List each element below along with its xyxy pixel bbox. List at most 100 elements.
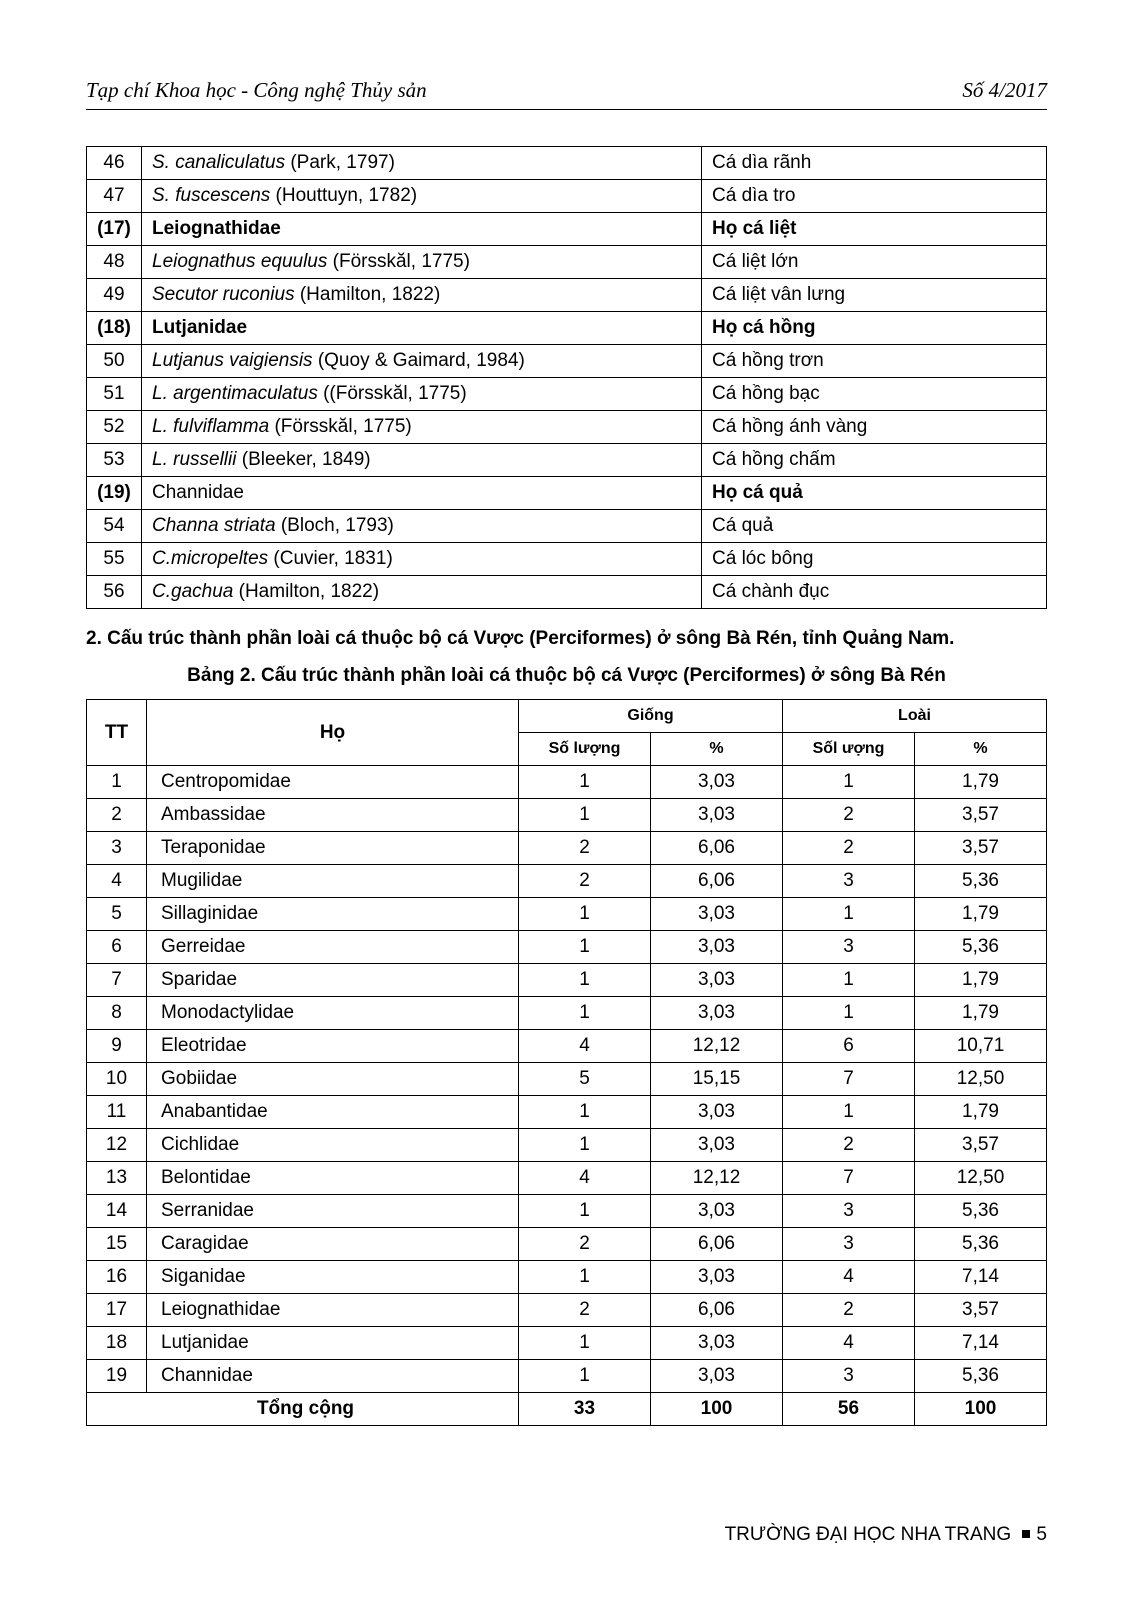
sci-name: L. fulviflamma (Försskăl, 1775) [142,411,702,444]
sci-name: C.gachua (Hamilton, 1822) [142,576,702,609]
th-tt: TT [87,700,147,766]
row-num: 55 [87,543,142,576]
vn-name: Cá chành đục [702,576,1047,609]
cell-species-count: 2 [783,1294,915,1327]
cell-tt: 17 [87,1294,147,1327]
cell-family: Cichlidae [147,1129,519,1162]
cell-genus-pct: 3,03 [651,898,783,931]
cell-genus-pct: 3,03 [651,1360,783,1393]
cell-tt: 15 [87,1228,147,1261]
table-row: 16Siganidae13,0347,14 [87,1261,1047,1294]
footer-school: TRƯỜNG ĐẠI HỌC NHA TRANG [725,1524,1012,1545]
cell-genus-count: 1 [519,1195,651,1228]
table-row: 54Channa striata (Bloch, 1793)Cá quả [87,510,1047,543]
row-num: (18) [87,312,142,345]
sci-name: C.micropeltes (Cuvier, 1831) [142,543,702,576]
cell-species-pct: 3,57 [915,1294,1047,1327]
th-pct-2: % [915,733,1047,766]
footer-dot-icon [1022,1530,1030,1538]
th-ho: Họ [147,700,519,766]
cell-species-pct: 1,79 [915,1096,1047,1129]
cell-genus-count: 2 [519,865,651,898]
cell-genus-count: 2 [519,832,651,865]
total-species-pct: 100 [915,1393,1047,1426]
cell-species-count: 3 [783,1195,915,1228]
cell-genus-pct: 3,03 [651,1129,783,1162]
cell-genus-pct: 3,03 [651,1096,783,1129]
cell-family: Anabantidae [147,1096,519,1129]
vn-name: Họ cá liệt [702,213,1047,246]
cell-tt: 14 [87,1195,147,1228]
cell-tt: 2 [87,799,147,832]
vn-name: Họ cá quả [702,477,1047,510]
cell-species-pct: 12,50 [915,1063,1047,1096]
vn-name: Cá liệt vân lưng [702,279,1047,312]
cell-species-count: 4 [783,1261,915,1294]
cell-species-count: 1 [783,766,915,799]
cell-family: Gobiidae [147,1063,519,1096]
cell-genus-pct: 6,06 [651,865,783,898]
table-row: 6Gerreidae13,0335,36 [87,931,1047,964]
cell-species-pct: 5,36 [915,931,1047,964]
cell-species-count: 2 [783,799,915,832]
total-genus-pct: 100 [651,1393,783,1426]
cell-genus-count: 1 [519,1096,651,1129]
cell-species-count: 7 [783,1162,915,1195]
cell-tt: 16 [87,1261,147,1294]
cell-family: Lutjanidae [147,1327,519,1360]
vn-name: Cá dìa tro [702,180,1047,213]
table-row: 9Eleotridae412,12610,71 [87,1030,1047,1063]
cell-species-count: 1 [783,997,915,1030]
row-num: (19) [87,477,142,510]
table-row: 47S. fuscescens (Houttuyn, 1782)Cá dìa t… [87,180,1047,213]
cell-species-count: 2 [783,1129,915,1162]
table-row: (17)LeiognathidaeHọ cá liệt [87,213,1047,246]
cell-genus-count: 1 [519,1129,651,1162]
sci-name: S. canaliculatus (Park, 1797) [142,147,702,180]
cell-tt: 7 [87,964,147,997]
vn-name: Cá hồng bạc [702,378,1047,411]
sci-name: S. fuscescens (Houttuyn, 1782) [142,180,702,213]
cell-genus-pct: 15,15 [651,1063,783,1096]
cell-genus-count: 1 [519,799,651,832]
table-row: 53L. russellii (Bleeker, 1849)Cá hồng ch… [87,444,1047,477]
cell-species-count: 3 [783,1360,915,1393]
th-pct-1: % [651,733,783,766]
vn-name: Họ cá hồng [702,312,1047,345]
th-sl-1: Số lượng [519,733,651,766]
cell-species-pct: 5,36 [915,1195,1047,1228]
species-table: 46S. canaliculatus (Park, 1797)Cá dìa rã… [86,146,1047,609]
cell-species-pct: 5,36 [915,1360,1047,1393]
table-row: 1Centropomidae13,0311,79 [87,766,1047,799]
cell-family: Siganidae [147,1261,519,1294]
vn-name: Cá liệt lớn [702,246,1047,279]
sci-name: L. argentimaculatus ((Försskăl, 1775) [142,378,702,411]
cell-genus-pct: 3,03 [651,931,783,964]
cell-family: Centropomidae [147,766,519,799]
cell-family: Monodactylidae [147,997,519,1030]
cell-genus-pct: 3,03 [651,964,783,997]
cell-species-pct: 12,50 [915,1162,1047,1195]
total-genus-count: 33 [519,1393,651,1426]
cell-species-pct: 1,79 [915,997,1047,1030]
cell-genus-pct: 3,03 [651,1195,783,1228]
table-row: 5Sillaginidae13,0311,79 [87,898,1047,931]
cell-genus-pct: 6,06 [651,1294,783,1327]
vn-name: Cá hồng ánh vàng [702,411,1047,444]
cell-family: Channidae [147,1360,519,1393]
cell-species-count: 1 [783,964,915,997]
cell-genus-pct: 3,03 [651,1261,783,1294]
cell-species-count: 3 [783,1228,915,1261]
total-label: Tổng cộng [87,1393,519,1426]
total-row: Tổng cộng3310056100 [87,1393,1047,1426]
table-row: 13Belontidae412,12712,50 [87,1162,1047,1195]
family-name: Leiognathidae [142,213,702,246]
table-row: 49Secutor ruconius (Hamilton, 1822)Cá li… [87,279,1047,312]
sci-name: Lutjanus vaigiensis (Quoy & Gaimard, 198… [142,345,702,378]
row-num: 51 [87,378,142,411]
cell-genus-count: 1 [519,1261,651,1294]
family-name: Lutjanidae [142,312,702,345]
cell-tt: 5 [87,898,147,931]
cell-species-pct: 3,57 [915,1129,1047,1162]
table-row: 7Sparidae13,0311,79 [87,964,1047,997]
